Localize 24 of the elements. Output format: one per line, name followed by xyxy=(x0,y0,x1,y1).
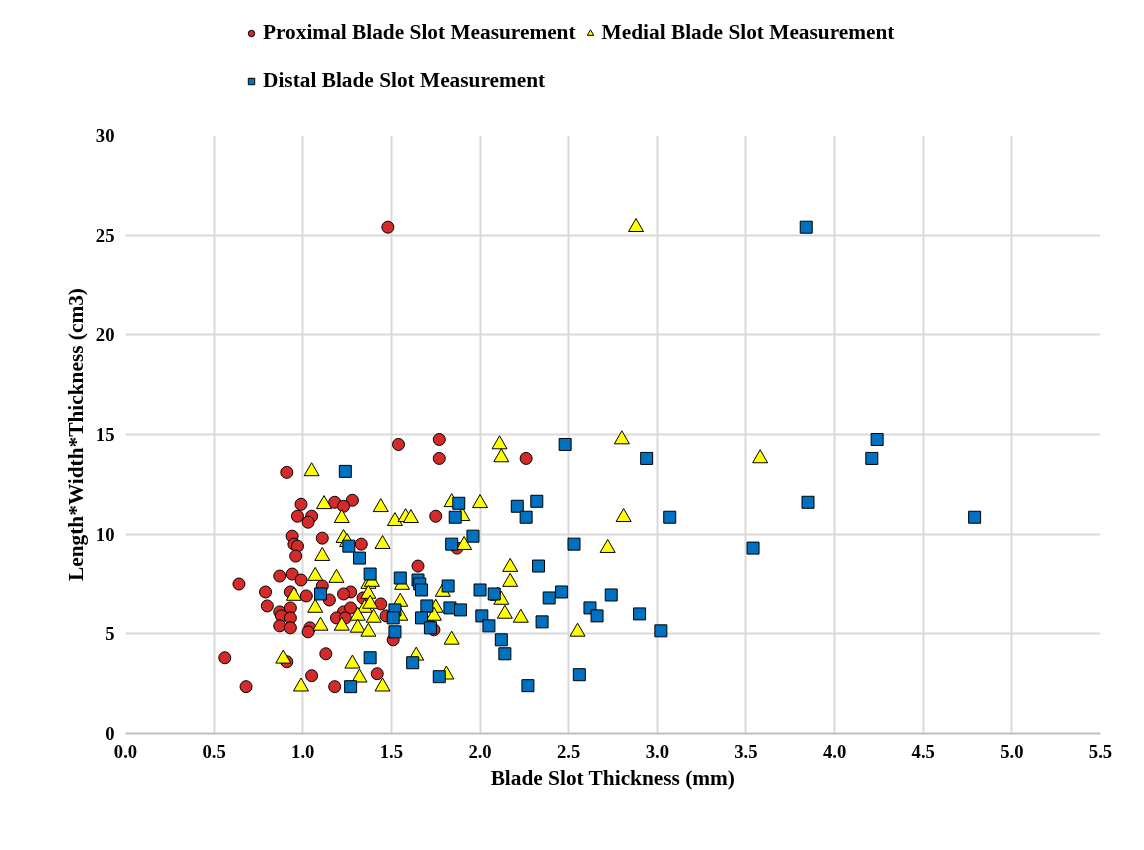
y-tick-label: 30 xyxy=(95,125,115,146)
x-tick-label: 1.0 xyxy=(291,740,315,762)
x-tick-label: 2.0 xyxy=(468,740,492,762)
legend-label: Distal Blade Slot Measurement xyxy=(263,68,546,93)
y-axis-title: Length*Width*Thickness (cm3) xyxy=(63,288,88,581)
y-tick-label: 20 xyxy=(95,324,115,346)
y-tick-label: 15 xyxy=(95,424,115,445)
x-tick-label: 4.5 xyxy=(911,740,935,762)
y-tick-label: 10 xyxy=(95,523,115,545)
x-tick-label: 1.5 xyxy=(379,740,404,762)
x-tick-label: 4.0 xyxy=(822,740,847,762)
x-tick-label: 5.0 xyxy=(1000,740,1024,762)
legend-label: Medial Blade Slot Measurement xyxy=(601,20,895,45)
y-tick-label: 25 xyxy=(95,224,115,246)
x-tick-label: 3.0 xyxy=(645,740,669,762)
y-tick-label: 0 xyxy=(105,723,115,744)
x-tick-label: 0.5 xyxy=(202,740,226,762)
legend-label: Proximal Blade Slot Measurement xyxy=(263,20,576,45)
x-tick-label: 2.5 xyxy=(557,740,581,762)
x-axis-title: Blade Slot Thickness (mm) xyxy=(490,765,735,790)
y-tick-label: 5 xyxy=(105,623,115,645)
x-tick-label: 5.5 xyxy=(1088,740,1113,762)
x-tick-label: 3.5 xyxy=(734,740,758,762)
x-tick-label: 0.0 xyxy=(113,740,138,762)
